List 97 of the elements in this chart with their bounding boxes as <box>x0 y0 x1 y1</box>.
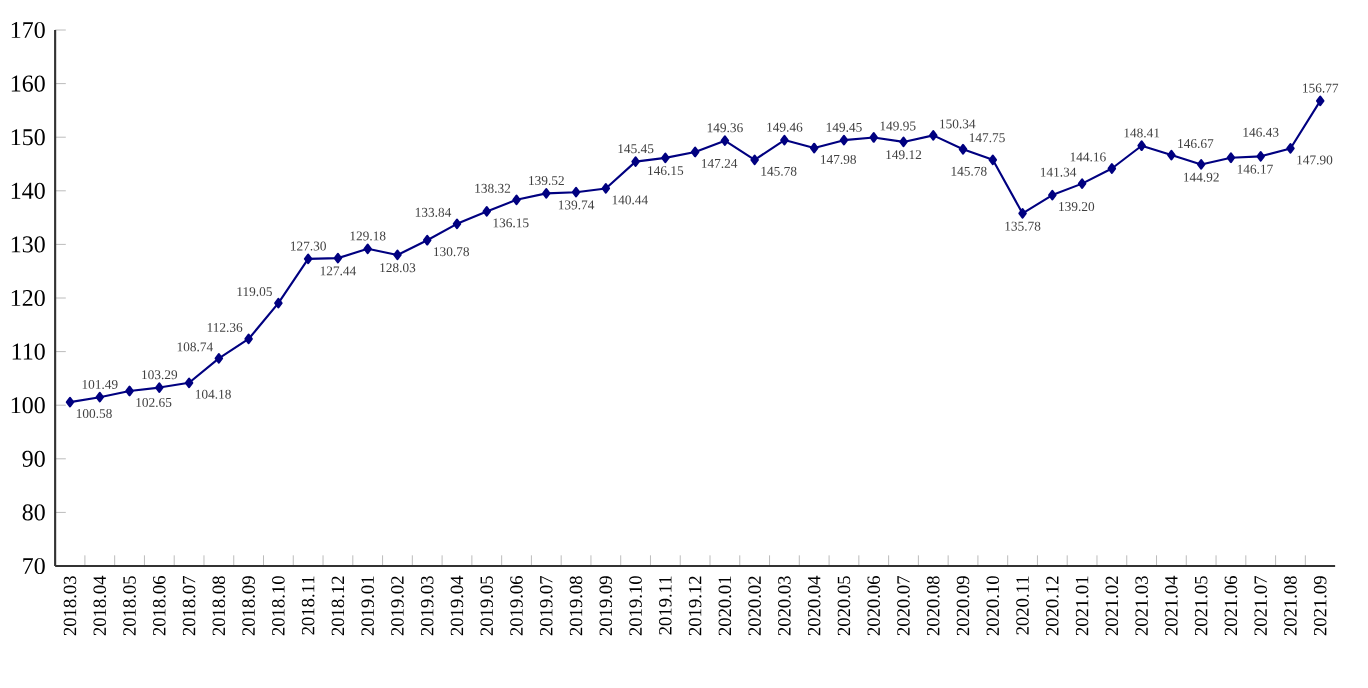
x-tick-label: 2020.09 <box>956 576 970 636</box>
x-tick-label: 2019.12 <box>688 576 702 636</box>
point <box>512 194 521 206</box>
point <box>690 146 700 158</box>
point <box>422 234 432 246</box>
point <box>958 143 968 155</box>
point <box>274 297 283 309</box>
point <box>1226 152 1236 164</box>
point <box>631 156 640 167</box>
x-tick-label: 2019.07 <box>539 575 553 636</box>
point <box>928 130 938 141</box>
y-tick-label: 80 <box>22 504 45 521</box>
x-tick-label: 2019.04 <box>450 575 464 636</box>
y-tick-label: 130 <box>11 236 45 253</box>
point <box>333 252 343 264</box>
point <box>1315 95 1325 107</box>
point <box>809 142 819 154</box>
x-tick-label: 2020.07 <box>897 575 910 636</box>
point <box>363 243 372 255</box>
x-tick-label: 2019.06 <box>510 575 523 636</box>
x-tick-label: 2018.04 <box>93 575 107 636</box>
point <box>393 249 402 261</box>
point <box>1107 163 1117 174</box>
point <box>601 183 611 194</box>
point <box>571 186 581 198</box>
point <box>1286 143 1295 154</box>
x-tick-label: 2021.08 <box>1284 576 1297 636</box>
x-tick-label: 2018.08 <box>212 576 226 636</box>
point <box>1137 140 1146 152</box>
point <box>869 132 878 143</box>
y-tick-label: 90 <box>22 450 45 467</box>
point <box>899 136 908 148</box>
point <box>1256 151 1265 162</box>
point <box>214 353 224 364</box>
x-tick-label: 2019.11 <box>659 576 672 635</box>
y-tick-label: 110 <box>12 343 45 360</box>
y-tick-label: 140 <box>11 182 45 199</box>
x-tick-label: 2018.05 <box>123 576 136 636</box>
point <box>303 253 313 265</box>
point <box>184 377 194 389</box>
x-tick-label: 2021.01 <box>1075 576 1089 636</box>
x-tick-label: 2020.03 <box>778 576 791 636</box>
point <box>750 154 759 166</box>
point <box>155 382 164 393</box>
point <box>65 396 75 408</box>
x-tick-label: 2019.08 <box>569 576 583 636</box>
x-tick-label: 2018.07 <box>182 575 196 636</box>
x-tick-label: 2019.01 <box>361 576 375 636</box>
x-tick-label: 2020.08 <box>926 576 940 636</box>
x-tick-label: 2019.09 <box>599 576 613 636</box>
x-tick-label: 2021.02 <box>1105 576 1119 636</box>
point <box>1048 189 1057 201</box>
x-tick-label: 2020.12 <box>1045 576 1059 636</box>
point <box>452 218 462 230</box>
x-tick-label: 2021.03 <box>1135 576 1148 636</box>
point <box>542 188 551 199</box>
y-tick-label: 100 <box>11 397 45 414</box>
point <box>244 333 253 345</box>
point <box>661 152 670 164</box>
x-tick-label: 2018.03 <box>63 576 77 636</box>
point <box>95 391 105 403</box>
x-tick-label: 2019.02 <box>391 576 404 636</box>
x-tick-label: 2019.03 <box>420 576 434 636</box>
point <box>482 206 492 217</box>
x-tick-label: 2020.05 <box>837 576 851 636</box>
point <box>125 385 134 397</box>
point <box>1077 178 1087 189</box>
point <box>988 154 998 166</box>
y-tick-label: 120 <box>11 289 45 307</box>
x-tick-label: 2018.11 <box>301 576 315 635</box>
point <box>720 135 730 146</box>
x-tick-label: 2020.11 <box>1016 576 1029 635</box>
x-tick-label: 2021.05 <box>1194 576 1208 636</box>
point <box>1018 208 1027 219</box>
x-tick-label: 2018.10 <box>272 576 285 636</box>
x-tick-label: 2021.07 <box>1254 575 1268 636</box>
y-tick-label: 150 <box>11 129 45 146</box>
x-tick-label: 2020.01 <box>718 576 732 636</box>
x-tick-label: 2020.06 <box>867 575 881 636</box>
x-tick-label: 2018.09 <box>242 576 255 636</box>
x-tick-label: 2018.12 <box>331 576 345 636</box>
x-tick-label: 2021.06 <box>1224 575 1238 636</box>
x-tick-label: 2018.06 <box>152 575 166 636</box>
point <box>1167 149 1176 161</box>
y-tick-label: 160 <box>11 75 45 92</box>
x-tick-label: 2019.05 <box>480 576 494 636</box>
x-tick-label: 2019.10 <box>629 576 642 636</box>
y-tick-label: 70 <box>23 557 45 575</box>
x-tick-label: 2021.04 <box>1165 575 1178 636</box>
x-tick-label: 2020.04 <box>807 575 821 636</box>
x-tick-label: 2020.10 <box>986 576 1000 636</box>
point <box>780 134 789 146</box>
x-tick-label: 2021.09 <box>1313 576 1327 636</box>
point <box>1196 159 1206 170</box>
x-tick-label: 2020.02 <box>748 576 761 636</box>
point <box>839 134 849 146</box>
y-tick-label: 170 <box>11 21 45 39</box>
